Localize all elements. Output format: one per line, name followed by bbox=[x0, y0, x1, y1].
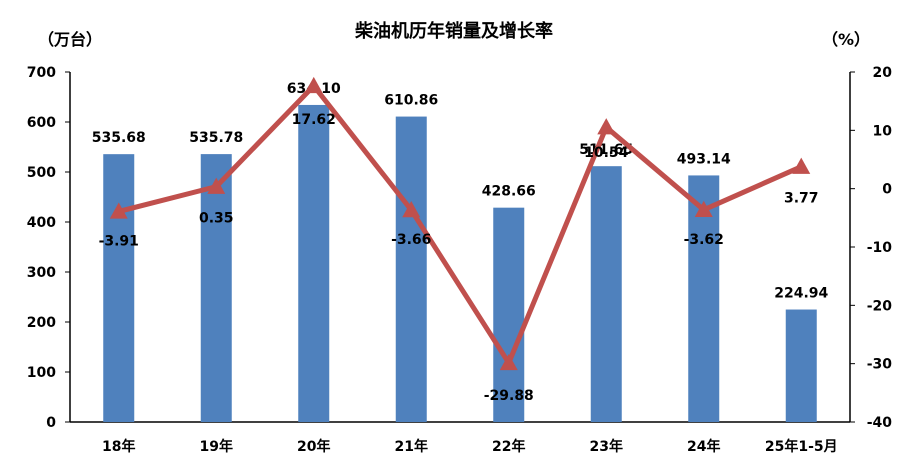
growth-data-labels: -3.91 0.35 17.62 -3.66 -29.88 10.54 -3.62 3.77 bbox=[99, 112, 819, 404]
left-tick-label: 500 bbox=[27, 165, 56, 181]
right-tick-label: -30 bbox=[867, 357, 893, 373]
left-tick-label: 400 bbox=[27, 215, 56, 231]
bar-series bbox=[103, 104, 817, 423]
bar bbox=[103, 154, 135, 422]
right-tick-label: -10 bbox=[867, 240, 893, 256]
growth-marker bbox=[499, 353, 518, 371]
axes bbox=[69, 72, 851, 423]
left-axis-unit: （万台） bbox=[38, 30, 102, 49]
growth-marker bbox=[792, 157, 811, 174]
right-tick-label: -20 bbox=[867, 298, 893, 314]
growth-value-label: -29.88 bbox=[484, 388, 534, 404]
growth-value-label: -3.91 bbox=[99, 233, 139, 249]
growth-value-label: 0.35 bbox=[199, 211, 234, 227]
growth-line-series bbox=[109, 76, 811, 371]
category-label: 22年 bbox=[492, 438, 525, 455]
category-label: 19年 bbox=[200, 438, 233, 455]
growth-marker bbox=[597, 118, 616, 135]
right-tick-label: -40 bbox=[867, 415, 893, 431]
category-labels: 18年 19年 20年 21年 22年 23年 24年 25年1-5月 bbox=[102, 438, 838, 455]
bar-value-label: 428.66 bbox=[482, 184, 536, 200]
bar bbox=[590, 166, 622, 422]
growth-marker bbox=[402, 201, 421, 218]
growth-marker bbox=[207, 177, 226, 194]
left-tick-label: 200 bbox=[27, 315, 56, 331]
growth-value-label: 10.54 bbox=[584, 145, 629, 161]
chart-title: 柴油机历年销量及增长率 bbox=[354, 20, 553, 42]
bar bbox=[298, 104, 330, 422]
bar bbox=[493, 207, 525, 422]
bar-value-label: 535.78 bbox=[189, 130, 243, 146]
category-label: 18年 bbox=[102, 438, 135, 455]
bar bbox=[785, 309, 817, 422]
growth-value-label: -3.66 bbox=[391, 232, 431, 248]
bar-value-label: 610.86 bbox=[384, 93, 438, 109]
right-tick-label: 10 bbox=[873, 123, 893, 139]
left-axis-ticks: 0 100 200 300 400 500 600 700 bbox=[27, 65, 70, 431]
bar-value-label: 224.94 bbox=[774, 286, 828, 302]
right-axis-ticks: -40 -30 -20 -10 0 10 20 bbox=[850, 65, 892, 431]
growth-line bbox=[118, 83, 803, 366]
bar bbox=[200, 154, 232, 423]
right-tick-label: 0 bbox=[882, 182, 892, 198]
growth-marker bbox=[109, 202, 128, 219]
growth-marker bbox=[694, 200, 713, 217]
growth-value-label: 3.77 bbox=[784, 191, 819, 207]
category-label: 20年 bbox=[297, 438, 330, 455]
growth-value-label: -3.62 bbox=[684, 232, 724, 248]
bar-value-label: 535.68 bbox=[92, 130, 146, 146]
left-tick-label: 600 bbox=[27, 115, 56, 131]
category-label: 21年 bbox=[395, 438, 428, 455]
category-label: 25年1-5月 bbox=[765, 438, 838, 455]
growth-value-label: 17.62 bbox=[292, 112, 336, 128]
growth-marker bbox=[304, 76, 323, 94]
right-tick-label: 20 bbox=[873, 65, 893, 81]
category-label: 24年 bbox=[687, 438, 720, 455]
bar-value-label: 493.14 bbox=[677, 151, 731, 167]
right-axis-unit: （%） bbox=[822, 30, 870, 49]
left-tick-label: 0 bbox=[46, 415, 56, 431]
bar bbox=[395, 116, 427, 422]
left-tick-label: 300 bbox=[27, 265, 56, 281]
category-label: 23年 bbox=[590, 438, 623, 455]
left-tick-label: 100 bbox=[27, 365, 56, 381]
left-tick-label: 700 bbox=[27, 65, 56, 81]
